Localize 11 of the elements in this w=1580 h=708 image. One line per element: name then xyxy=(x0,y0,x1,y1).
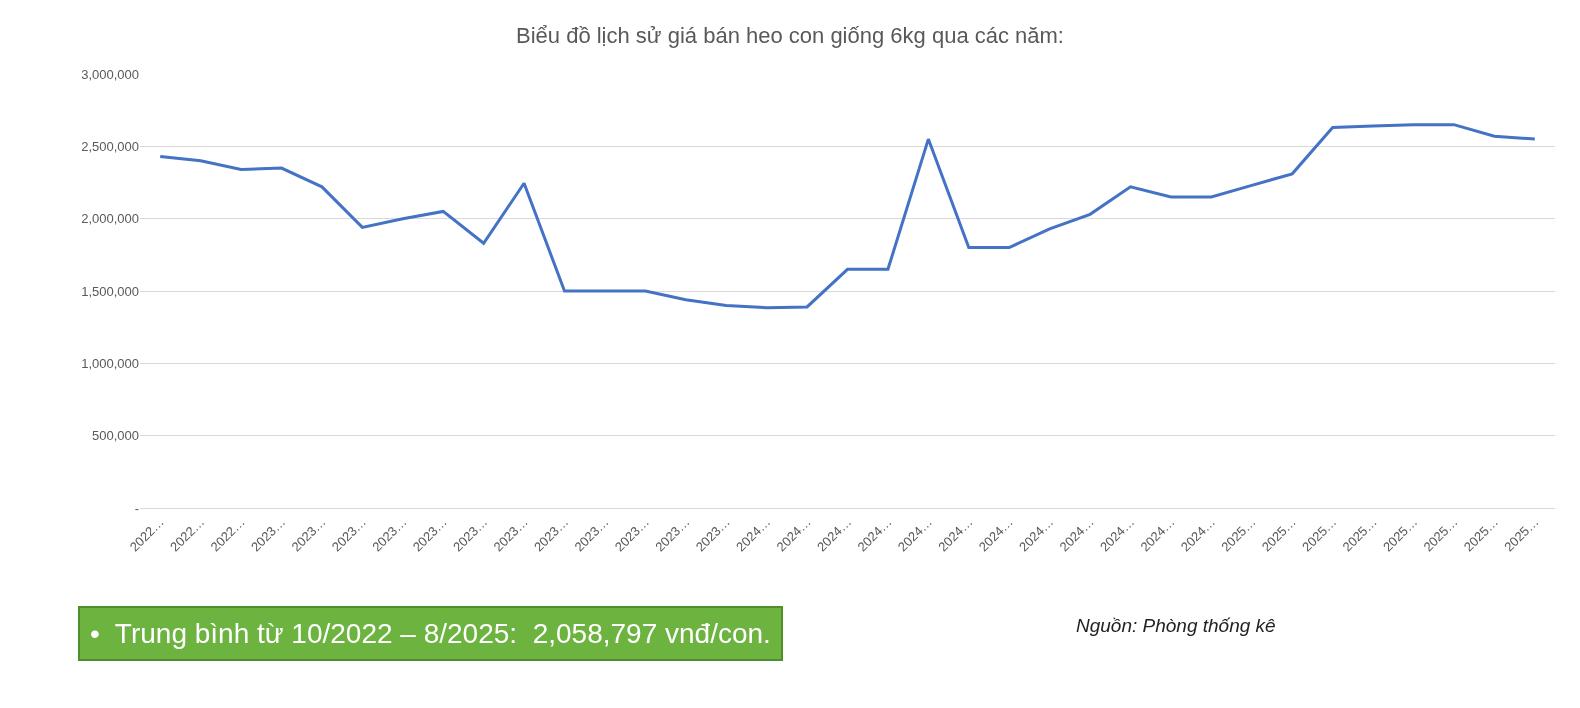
y-tick-label: 500,000 xyxy=(92,428,139,444)
y-tick-label: 1,000,000 xyxy=(81,355,139,371)
y-tick-label: 2,500,000 xyxy=(81,138,139,154)
y-tick-label: - xyxy=(134,500,139,516)
y-tick-label: 2,000,000 xyxy=(81,211,139,227)
text: • Trung bình từ 10/2022 – 8/2025: 2,058,797 vnđ/con. xyxy=(90,618,771,649)
chart-title: Biểu đồ lịch sử giá bán heo con giống 6kg qua các năm: xyxy=(516,23,1064,49)
line-series xyxy=(158,123,1537,310)
y-tick-label: 1,500,000 xyxy=(81,283,139,299)
y-tick-label: 3,000,000 xyxy=(81,66,139,82)
text: Nguồn: Phòng thống kê xyxy=(1076,615,1276,636)
